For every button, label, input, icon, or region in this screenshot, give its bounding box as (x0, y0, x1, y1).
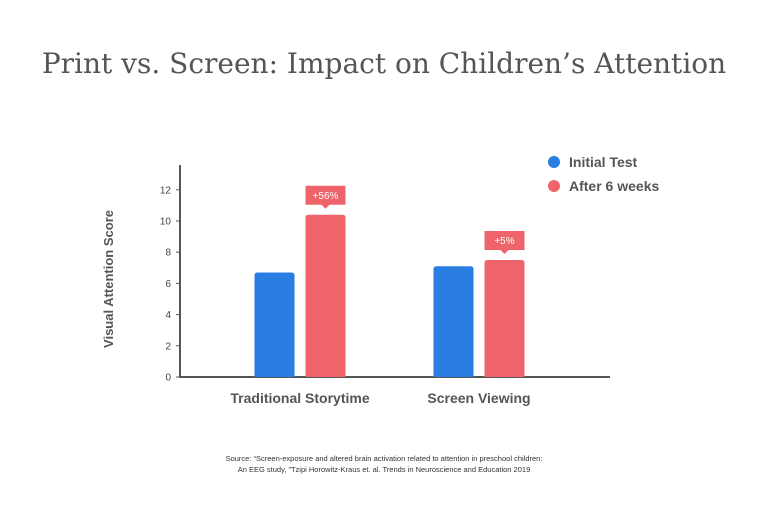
annotation-callout (305, 185, 346, 209)
x-tick-label: Traditional Storytime (230, 390, 369, 406)
bar-after (484, 260, 525, 377)
y-tick-label: 4 (165, 310, 171, 321)
legend: Initial Test After 6 weeks (548, 150, 659, 198)
y-tick-label: 12 (160, 185, 172, 196)
y-tick-label: 2 (165, 341, 171, 352)
legend-label-after: After 6 weeks (569, 178, 660, 194)
annotation-callout (484, 231, 525, 254)
source-line-1: Source: “Screen-exposure and altered bra… (225, 454, 543, 463)
legend-swatch-initial (548, 156, 560, 168)
legend-item-after: After 6 weeks (548, 174, 659, 198)
bar-initial (254, 272, 295, 377)
annotation-label: +5% (494, 236, 514, 247)
annotation-label: +56% (313, 191, 339, 202)
legend-label-initial: Initial Test (569, 154, 638, 170)
source-note: Source: “Screen-exposure and altered bra… (0, 453, 768, 475)
y-tick-label: 10 (160, 217, 172, 228)
legend-item-initial: Initial Test (548, 150, 659, 174)
chart-title: Print vs. Screen: Impact on Children’s A… (41, 47, 727, 80)
y-axis-label: Visual Attention Score (101, 210, 116, 348)
y-tick-label: 6 (165, 279, 171, 290)
x-tick-label: Screen Viewing (427, 390, 530, 406)
legend-swatch-after (548, 180, 560, 192)
source-line-2: An EEG study, ”Tzipi Horowitz-Kraus et. … (237, 465, 531, 474)
y-tick-label: 8 (165, 248, 171, 259)
bar-initial (433, 266, 474, 377)
y-tick-label: 0 (165, 373, 171, 384)
bar-after (305, 214, 346, 377)
